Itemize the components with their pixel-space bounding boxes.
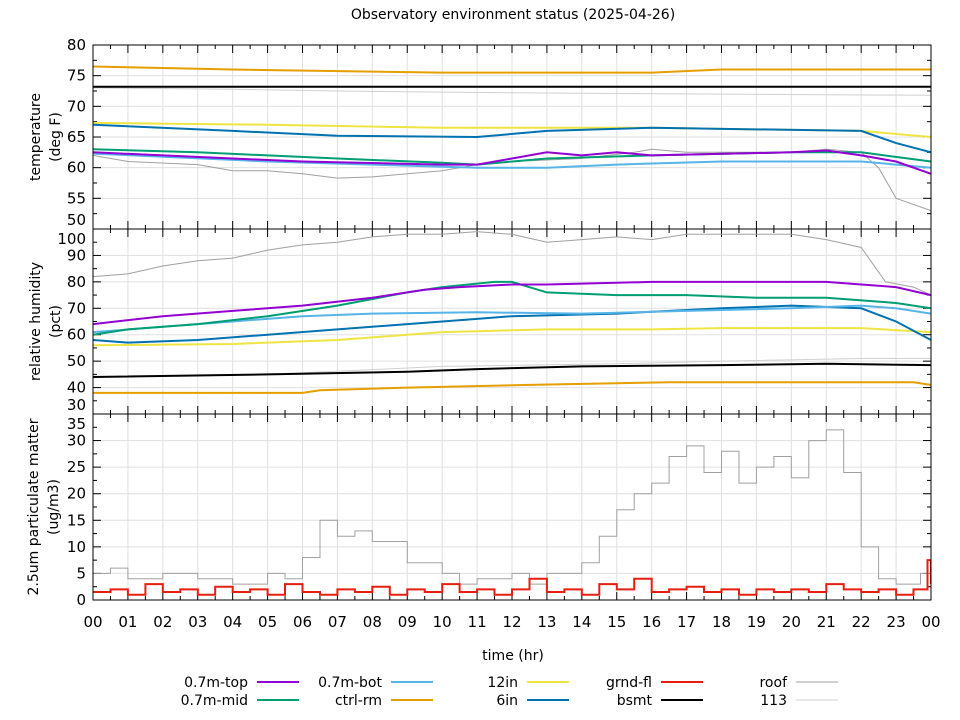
series-line-grnd-fl — [93, 559, 931, 596]
x-tick-label: 19 — [747, 613, 766, 631]
legend-label: 0.7m-bot — [318, 675, 382, 691]
x-tick-label: 17 — [677, 613, 696, 631]
legend-item-ctrl-rm: ctrl-rm — [335, 693, 433, 709]
legend-item-roof: roof — [759, 675, 838, 691]
y-tick-label: 30 — [67, 396, 86, 414]
legend-label: roof — [759, 675, 788, 691]
y-tick-label: 80 — [67, 36, 86, 54]
legend-item-6in: 6in — [496, 693, 569, 709]
legend-label: 0.7m-top — [184, 675, 248, 691]
legend-item-bsmt: bsmt — [617, 693, 703, 709]
legend: 0.7m-top 0.7m-mid 0.7m-bot ctrl-rm 12in 6in gr… — [181, 675, 838, 709]
y-tick-label: 5 — [76, 564, 86, 582]
y-tick-label: 0 — [76, 591, 86, 609]
x-tick-label: 20 — [782, 613, 801, 631]
panel-1: 50 55 60 65 70 75 80 temperature (deg F) — [28, 36, 932, 230]
y-tick-label: 75 — [67, 67, 86, 85]
y-tick-label: 20 — [67, 485, 86, 503]
x-tick-label: 08 — [363, 613, 382, 631]
series-line-0.7m-bot — [93, 152, 931, 169]
x-tick-label: 23 — [887, 613, 906, 631]
y-tick-label: 70 — [67, 299, 86, 317]
x-tick-label: 00 — [83, 613, 102, 631]
x-tick-label: 14 — [572, 613, 591, 631]
y-tick-label: 25 — [67, 458, 86, 476]
x-tick-label: 11 — [468, 613, 487, 631]
series-line-0.7m-top — [93, 149, 931, 175]
x-axis-label: time (hr) — [482, 648, 544, 664]
y-tick-label: 65 — [67, 128, 86, 146]
series-line-6in — [93, 304, 931, 344]
x-tick-label: 01 — [118, 613, 137, 631]
x-tick-label: 15 — [607, 613, 626, 631]
legend-label: 6in — [496, 693, 518, 709]
y-axis-label: (pct) — [48, 305, 64, 338]
y-tick-label: 50 — [67, 211, 86, 229]
y-tick-label: 40 — [67, 379, 86, 397]
x-tick-label: 07 — [328, 613, 347, 631]
y-tick-label: 90 — [67, 246, 86, 264]
y-tick-label: 80 — [67, 273, 86, 291]
y-axis-label: (deg F) — [48, 112, 64, 162]
x-tick-label: 22 — [852, 613, 871, 631]
legend-item-113: 113 — [760, 693, 838, 709]
x-tick-label: 21 — [817, 613, 836, 631]
y-tick-label: 35 — [67, 415, 86, 433]
x-tick-label: 18 — [712, 613, 731, 631]
x-tick-label: 12 — [502, 613, 521, 631]
legend-item-grnd-fl: grnd-fl — [606, 675, 703, 691]
x-tick-label: 00 — [921, 613, 940, 631]
legend-label: ctrl-rm — [335, 693, 382, 709]
series-line-bsmt — [93, 362, 931, 378]
x-tick-label: 10 — [433, 613, 452, 631]
series-line-12in — [93, 121, 931, 138]
series-line-roof — [93, 429, 931, 585]
y-axis-label: (ug/m3) — [46, 479, 62, 535]
series-line-6in — [93, 123, 931, 154]
y-tick-label: 100 — [57, 230, 86, 248]
series-line-ctrl-rm — [93, 65, 931, 74]
y-tick-label: 70 — [67, 97, 86, 115]
y-tick-label: 55 — [67, 189, 86, 207]
legend-item-12in: 12in — [487, 675, 569, 691]
legend-item-0.7m-top: 0.7m-top — [184, 675, 299, 691]
chart-title: Observatory environment status (2025-04-… — [351, 7, 675, 23]
y-tick-label: 15 — [67, 511, 86, 529]
y-tick-label: 30 — [67, 432, 86, 450]
x-tick-label: 05 — [258, 613, 277, 631]
x-tick-label: 04 — [223, 613, 242, 631]
legend-item-0.7m-bot: 0.7m-bot — [318, 675, 433, 691]
x-tick-label: 02 — [153, 613, 172, 631]
y-tick-label: 60 — [67, 159, 86, 177]
y-tick-label: 60 — [67, 326, 86, 344]
legend-label: 113 — [760, 693, 787, 709]
y-tick-label: 10 — [67, 538, 86, 556]
x-tick-label: 03 — [188, 613, 207, 631]
series-line-roof — [93, 231, 931, 296]
legend-item-0.7m-mid: 0.7m-mid — [181, 693, 299, 709]
series-line-12in — [93, 327, 931, 347]
legend-label: 0.7m-mid — [181, 693, 248, 709]
y-axis-label: 2.5um particulate matter — [26, 418, 42, 595]
y-axis-label: relative humidity — [28, 262, 44, 381]
series-line-113 — [93, 87, 931, 96]
plot-frame — [92, 413, 932, 601]
series-line-0.7m-mid — [93, 280, 931, 336]
y-tick-label: 50 — [67, 352, 86, 370]
legend-label: bsmt — [617, 693, 653, 709]
x-tick-label: 16 — [642, 613, 661, 631]
series-line-0.7m-top — [93, 280, 931, 326]
x-tick-label: 09 — [398, 613, 417, 631]
legend-label: grnd-fl — [606, 675, 652, 691]
series-line-ctrl-rm — [93, 381, 931, 394]
x-tick-labels: 00 01 02 03 04 05 06 07 08 09 10 11 12 13 14 15 16 17 18 19… — [83, 613, 940, 631]
legend-label: 12in — [487, 675, 518, 691]
x-tick-label: 06 — [293, 613, 312, 631]
x-tick-label: 13 — [537, 613, 556, 631]
y-axis-label: temperature — [28, 93, 44, 181]
